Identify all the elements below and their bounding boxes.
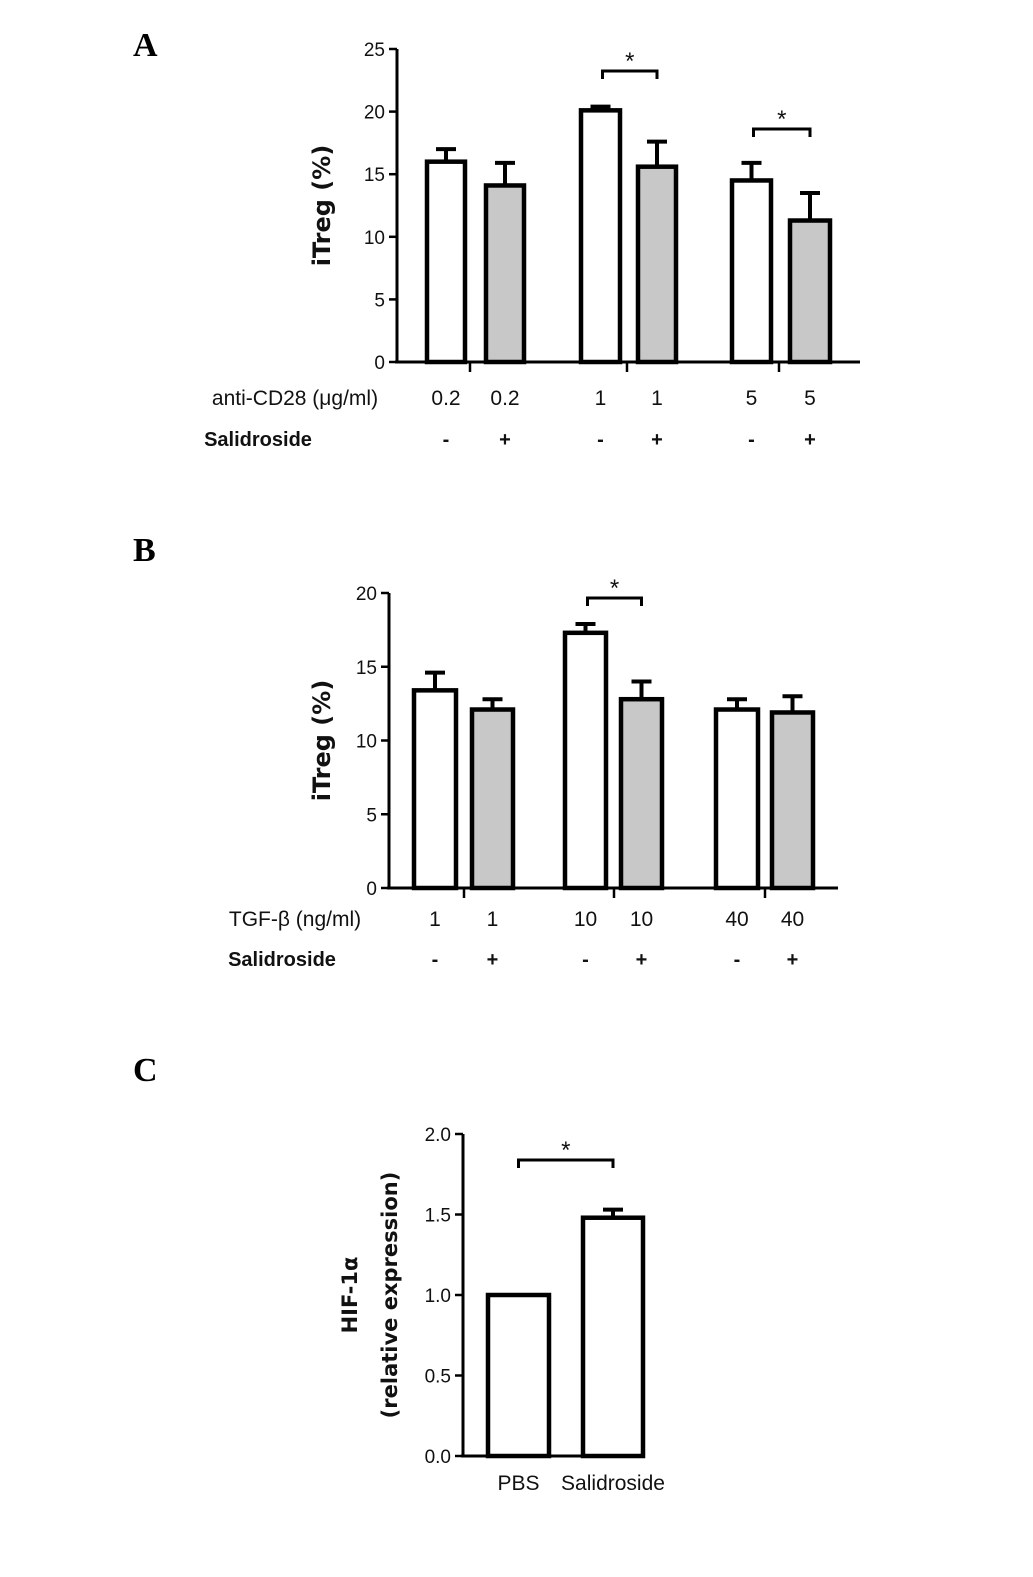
bar — [483, 183, 527, 365]
bar — [769, 710, 816, 891]
salidroside-sign: - — [443, 429, 450, 451]
y-tick-label: 15 — [364, 165, 385, 186]
bar — [729, 178, 774, 365]
y-tick-label: 0.5 — [425, 1367, 451, 1388]
y-axis-label: HIF-1α — [338, 1257, 362, 1334]
salidroside-sign: + — [636, 949, 648, 971]
significance-asterisk: * — [625, 48, 634, 75]
x-category-label: 1 — [595, 387, 607, 410]
salidroside-sign: - — [748, 429, 755, 451]
x-category-label: Salidroside — [561, 1472, 665, 1495]
y-tick-label: 10 — [356, 732, 377, 753]
salidroside-sign: + — [787, 949, 799, 971]
significance-asterisk: * — [777, 106, 786, 133]
y-axis-label: iTreg (%) — [308, 145, 336, 267]
y-tick-label: 1.0 — [425, 1286, 451, 1307]
y-tick-label: 0.0 — [425, 1447, 451, 1468]
bar — [618, 696, 665, 891]
row-label: Salidroside — [204, 429, 312, 451]
bar — [562, 630, 609, 891]
y-axis-label: (relative expression) — [378, 1172, 402, 1419]
panel-label: C — [133, 1052, 158, 1089]
significance-bracket — [601, 69, 659, 79]
salidroside-sign: - — [432, 949, 439, 971]
salidroside-sign: + — [804, 429, 816, 451]
bar — [411, 688, 459, 891]
x-category-label: 1 — [487, 908, 499, 931]
significance-bracket — [586, 596, 643, 606]
panel-label: B — [133, 532, 156, 569]
y-tick-label: 5 — [366, 805, 377, 826]
bar — [424, 159, 468, 365]
y-tick-label: 0 — [374, 353, 385, 374]
x-category-label: 0.2 — [431, 387, 460, 410]
bar — [578, 108, 623, 365]
bar — [580, 1215, 646, 1459]
panel-label: A — [133, 27, 158, 64]
row-label: anti-CD28 (μg/ml) — [212, 387, 378, 410]
salidroside-sign: - — [582, 949, 589, 971]
x-category-label: 1 — [429, 908, 441, 931]
y-tick-label: 20 — [356, 584, 377, 605]
bar — [635, 164, 679, 365]
bar — [485, 1292, 552, 1459]
x-category-label: 1 — [651, 387, 663, 410]
row-label: Salidroside — [228, 949, 336, 971]
bar — [787, 218, 833, 365]
significance-asterisk: * — [561, 1137, 570, 1164]
salidroside-sign: - — [597, 429, 604, 451]
x-category-label: 5 — [804, 387, 816, 410]
row-label: TGF-β (ng/ml) — [229, 908, 361, 931]
significance-bracket — [517, 1158, 615, 1168]
x-category-label: 40 — [725, 908, 748, 931]
salidroside-sign: + — [487, 949, 499, 971]
bar — [713, 707, 761, 891]
y-tick-label: 25 — [364, 40, 385, 61]
x-category-label: 10 — [630, 908, 653, 931]
y-tick-label: 10 — [364, 228, 385, 249]
salidroside-sign: + — [499, 429, 511, 451]
x-category-label: 5 — [746, 387, 758, 410]
significance-bracket — [752, 127, 812, 137]
y-tick-label: 0 — [366, 879, 377, 900]
x-category-label: 10 — [574, 908, 597, 931]
bar — [469, 707, 516, 891]
y-tick-label: 2.0 — [425, 1125, 451, 1146]
y-tick-label: 1.5 — [425, 1206, 451, 1227]
y-tick-label: 5 — [374, 290, 385, 311]
y-tick-label: 15 — [356, 658, 377, 679]
significance-asterisk: * — [610, 575, 619, 602]
salidroside-sign: + — [651, 429, 663, 451]
x-category-label: 40 — [781, 908, 804, 931]
x-category-label: PBS — [497, 1472, 539, 1495]
salidroside-sign: - — [734, 949, 741, 971]
y-tick-label: 20 — [364, 103, 385, 124]
y-axis-label: iTreg (%) — [308, 680, 336, 802]
x-category-label: 0.2 — [490, 387, 519, 410]
